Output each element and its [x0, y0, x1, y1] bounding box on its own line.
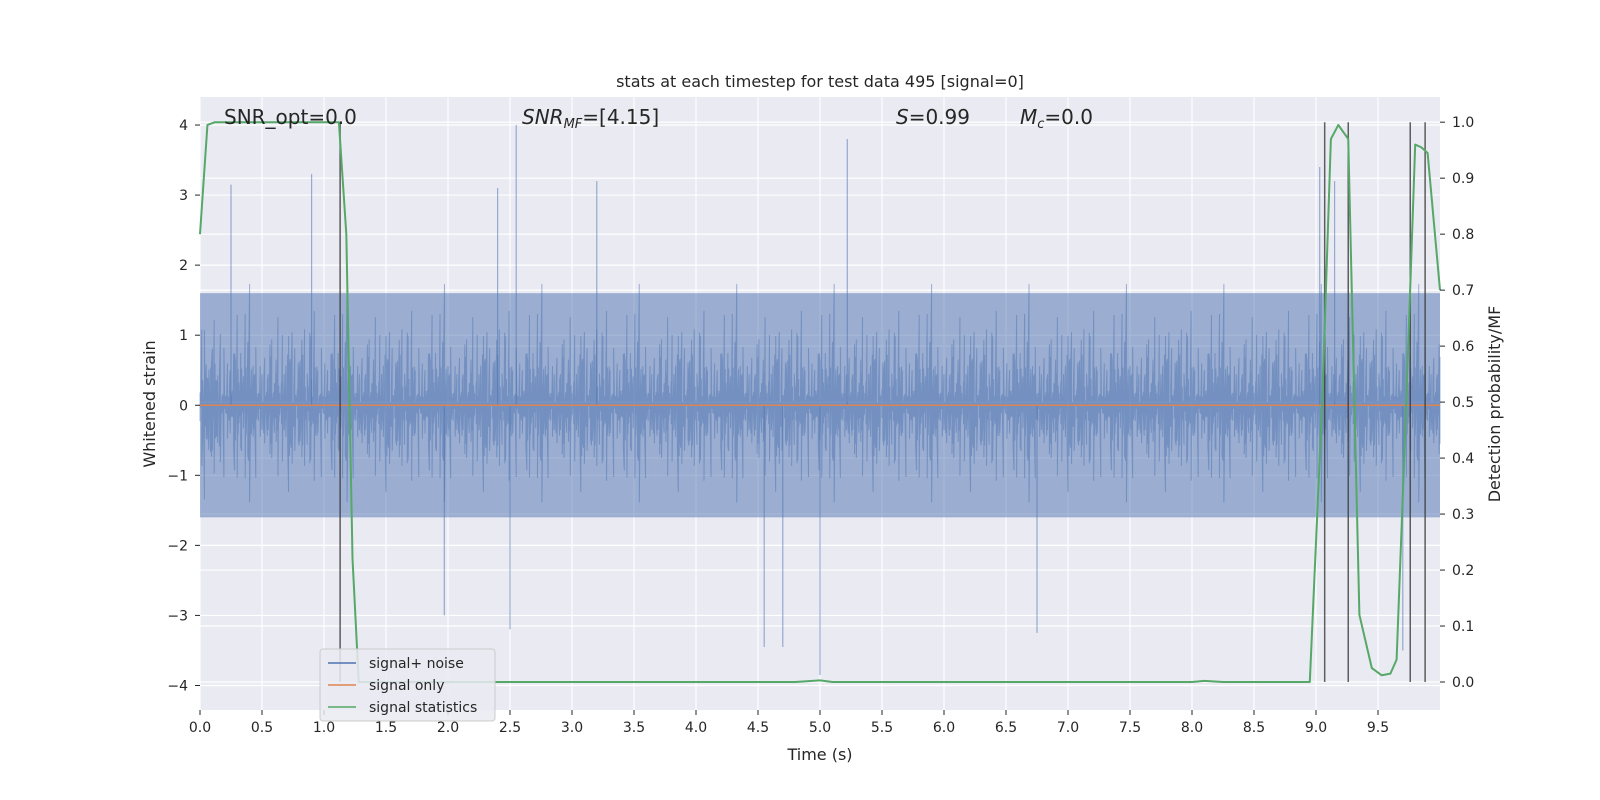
y-axis-label: Whitened strain	[140, 340, 159, 467]
legend-label-signal-plus-noise: signal+ noise	[369, 656, 464, 672]
y-right-tick-label-0-6: 0.6	[1452, 339, 1474, 355]
x-tick-label-4-0: 4.0	[685, 720, 707, 736]
annotation-s: S=0.99	[896, 105, 970, 129]
x-tick-label-0-5: 0.5	[251, 720, 273, 736]
signal-statistics-line	[199, 121, 1441, 684]
noise-trace	[199, 283, 1441, 503]
y-right-tick-label-0-3: 0.3	[1452, 507, 1474, 523]
y-tick-label-zero: 0	[179, 398, 188, 414]
y-right-tick-label-0-4: 0.4	[1452, 451, 1474, 467]
x-tick-label-2-5: 2.5	[499, 720, 521, 736]
annotation-s-symbol: S	[896, 105, 909, 129]
x-tick-label-9-0: 9.0	[1305, 720, 1327, 736]
x-tick-label-6-5: 6.5	[995, 720, 1017, 736]
x-tick-label-3-0: 3.0	[561, 720, 583, 736]
y-tick-label-n7: 3	[179, 188, 188, 204]
annotation-snr-mf-value: =[4.15]	[582, 105, 659, 129]
annotation-snr-mf-subscript: MF	[564, 117, 583, 132]
x-tick-label-5-5: 5.5	[871, 720, 893, 736]
x-tick-label-4-5: 4.5	[747, 720, 769, 736]
x-tick-label-7-0: 7.0	[1057, 720, 1079, 736]
legend-box	[319, 648, 496, 722]
y-right-axis-label: Detection probability/MF	[1485, 306, 1504, 503]
detection-vlines	[339, 122, 1426, 683]
legend: signal+ noise signal only signal statist…	[319, 648, 496, 722]
y-right-tick-label-0-9: 0.9	[1452, 171, 1474, 187]
y-tick-label-n6: 2	[179, 258, 188, 274]
y-tick-label-n0: −4	[167, 678, 188, 694]
y-tick-labels: −4 −3 −2 −1 0 1 2 3 4	[167, 118, 200, 694]
y-right-tick-label-1-0: 1.0	[1452, 115, 1474, 131]
x-axis-label: Time (s)	[786, 745, 852, 764]
legend-label-signal-only: signal only	[369, 678, 444, 694]
x-tick-label-7-5: 7.5	[1119, 720, 1141, 736]
y-tick-label-n3: −1	[167, 468, 188, 484]
annotation-s-value: =0.99	[909, 105, 970, 129]
x-tick-label-6-0: 6.0	[933, 720, 955, 736]
series-signal-statistics	[199, 121, 1441, 684]
y-tick-label-n8: 4	[179, 118, 188, 134]
annotation-snr-mf: SNRMF=[4.15]	[522, 105, 659, 132]
y-right-tick-label-0-8: 0.8	[1452, 227, 1474, 243]
x-tick-label-8-0: 8.0	[1181, 720, 1203, 736]
y-tick-label-n5: 1	[179, 328, 188, 344]
x-tick-label-9-5: 9.5	[1367, 720, 1389, 736]
y-tick-label-n1: −3	[167, 608, 188, 624]
y-right-tick-labels: 0.0 0.1 0.2 0.3 0.4 0.5 0.6 0.7 0.8 0.9 1.0	[1440, 115, 1474, 691]
x-tick-label-2-0: 2.0	[437, 720, 459, 736]
y-right-tick-label-0-7: 0.7	[1452, 283, 1474, 299]
annotation-mc: Mc=0.0	[1020, 105, 1093, 132]
x-tick-label-1-0: 1.0	[313, 720, 335, 736]
x-tick-label-1-5: 1.5	[375, 720, 397, 736]
annotation-snr-mf-symbol: SNR	[522, 105, 564, 129]
annotation-snr-opt: SNR_opt=0.0	[224, 105, 357, 129]
y-right-tick-label-0-2: 0.2	[1452, 563, 1474, 579]
annotation-mc-subscript: c	[1037, 117, 1044, 132]
legend-label-signal-statistics: signal statistics	[369, 700, 477, 716]
x-tick-label-8-5: 8.5	[1243, 720, 1265, 736]
annotation-mc-symbol: M	[1020, 105, 1037, 129]
x-tick-label-5-0: 5.0	[809, 720, 831, 736]
x-tick-label-0-0: 0.0	[189, 720, 211, 736]
x-tick-label-3-5: 3.5	[623, 720, 645, 736]
y-right-tick-label-0-0: 0.0	[1452, 675, 1474, 691]
x-tick-labels: 0.0 0.5 1.0 1.5 2.0 2.5 3.0 3.5 4.0 4.5 5.0 5.5 6.0 6…	[189, 710, 1389, 736]
y-right-tick-label-0-5: 0.5	[1452, 395, 1474, 411]
chart-title: stats at each timestep for test data 495…	[616, 72, 1024, 91]
y-tick-label-n2: −2	[167, 538, 188, 554]
annotation-mc-value: =0.0	[1044, 105, 1093, 129]
y-right-tick-label-0-1: 0.1	[1452, 619, 1474, 635]
